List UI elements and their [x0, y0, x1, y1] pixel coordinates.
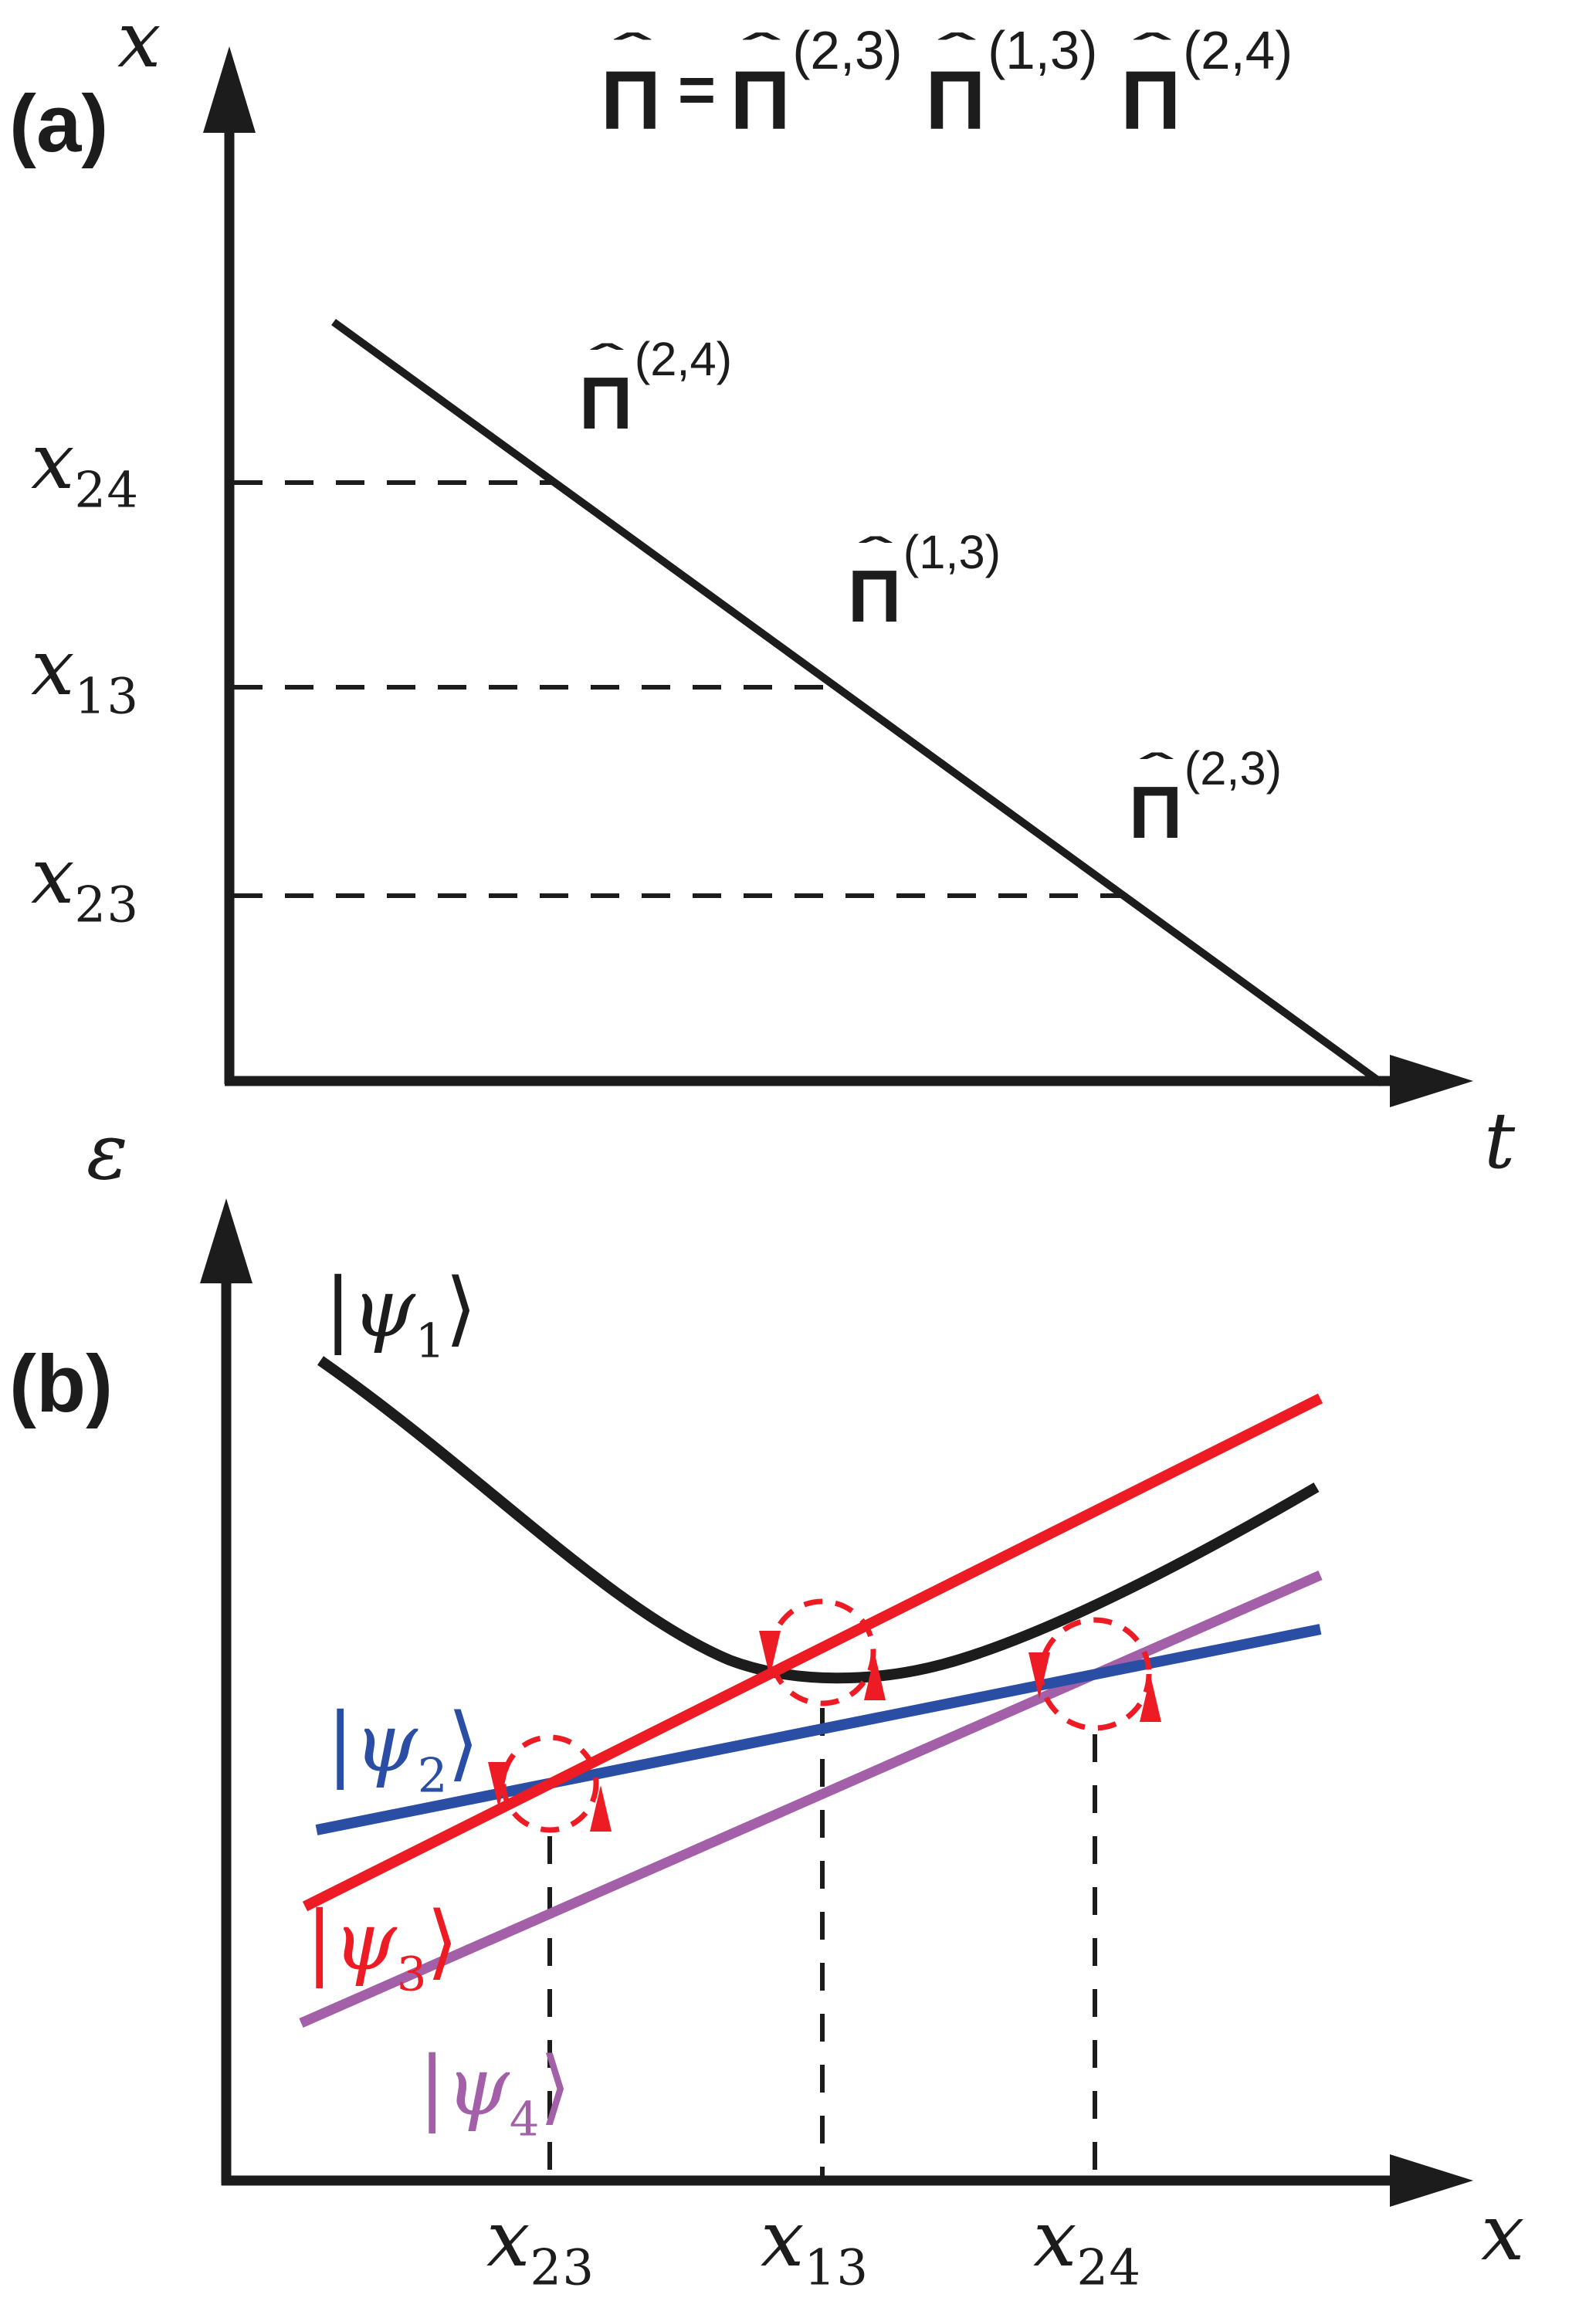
panel-a-y-axis-arrowhead — [203, 46, 256, 133]
swap-label-23: ˆ Π (2,3) — [1129, 741, 1283, 855]
state-1-ket-label: |ψ1⟩ — [324, 1261, 477, 1369]
panel-a-trajectory-line — [331, 318, 1384, 1087]
swap-circle-arrows — [488, 1631, 1161, 1832]
swap-label-24: ˆ Π (2,4) — [579, 332, 733, 446]
panel-a-x-axis-arrowhead — [1390, 1055, 1473, 1107]
panel-b-x-axis-arrowhead — [1390, 2154, 1473, 2207]
state-2-ket-label: |ψ2⟩ — [327, 1696, 479, 1804]
state-2-level-line — [315, 1624, 1322, 1835]
panel-b-y-axis-label: ε — [86, 1106, 128, 1197]
panel-a-x-axis-label: t — [1484, 1096, 1516, 1186]
panel-b-tick-x24: x24 — [1033, 2194, 1142, 2297]
equals-sign: = — [677, 53, 717, 126]
pi-hat-factor-24: ˆ Π (2,4) — [1120, 19, 1293, 147]
panel-b-x-axis-label: x — [1481, 2188, 1525, 2278]
state-3-level-line — [302, 1393, 1323, 1912]
panel-a-y-axis-label: x — [117, 0, 161, 85]
panel-b-tick-x13: x13 — [761, 2194, 869, 2297]
state-4-ket-label: |ψ4⟩ — [418, 2039, 571, 2147]
state-3-ket-label: |ψ3⟩ — [306, 1894, 459, 2002]
panel-b-tick-x23: x23 — [486, 2194, 595, 2297]
panel-b-dashed-verticals — [547, 1708, 1097, 2177]
panel-b-y-axis-arrowhead — [200, 1198, 252, 1283]
pi-hat-factor-23: ˆ Π (2,3) — [730, 19, 903, 147]
pi-hat-factor-13: ˆ Π (1,3) — [925, 19, 1098, 147]
swap-label-13: ˆ Π (1,3) — [848, 525, 1001, 639]
state-1-level-curve — [317, 1356, 1320, 1684]
panel-b-tag: (b) — [9, 1339, 114, 1429]
panel-a-tick-x24: x24 — [31, 416, 140, 520]
state-4-level-line — [299, 1571, 1323, 2028]
panel-a-tick-x23: x23 — [31, 831, 140, 934]
panel-a-dashed-levels — [234, 480, 1124, 898]
panel-a-tag: (a) — [9, 79, 109, 169]
panel-a-tick-x13: x13 — [31, 622, 140, 726]
